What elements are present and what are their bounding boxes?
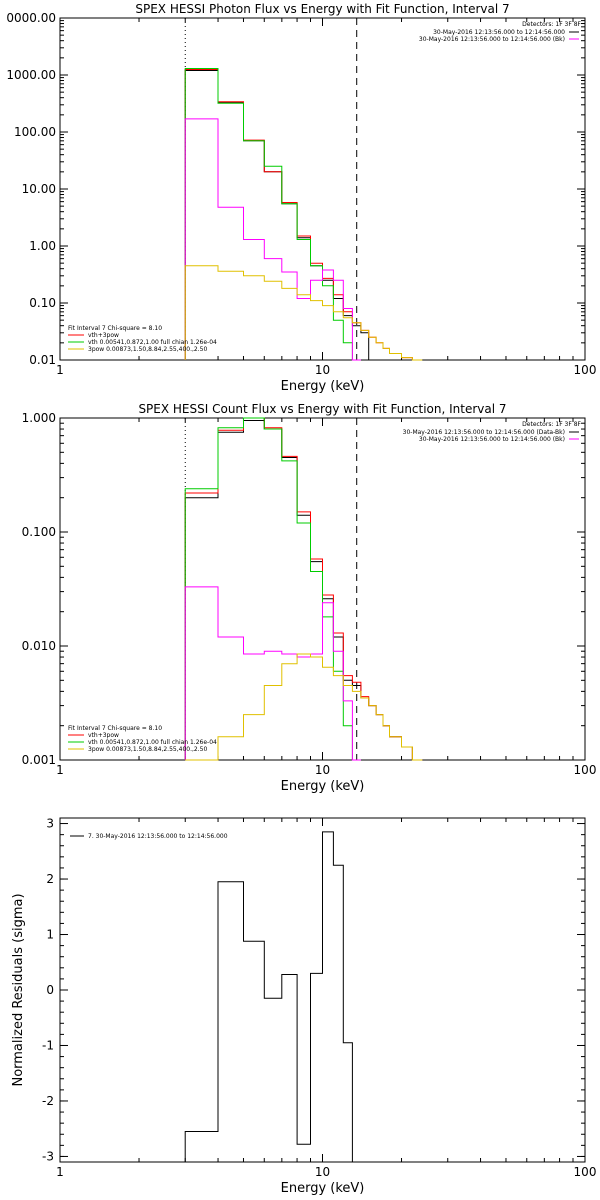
y-tick-label: 0.001 — [22, 753, 56, 767]
legend-right-entry: 30-May-2016 12:13:56.000 to 12:14:56.000… — [419, 36, 565, 43]
legend-left-entry: vth 0.00541,0.872,1.00 full chian 1.26e-… — [88, 339, 217, 346]
x-tick-label: 1 — [56, 363, 64, 377]
x-axis-label: Energy (keV) — [281, 379, 365, 394]
y-tick-label: 1000.00 — [6, 68, 56, 82]
legend-left-entry: vth 0.00541,0.872,1.00 full chian 1.26e-… — [88, 739, 217, 746]
legend-left-entry: 3pow 0.00873,1.50,8.84,2.55,400.,2.50 — [88, 346, 207, 353]
chart-title: SPEX HESSI Photon Flux vs Energy with Fi… — [135, 2, 509, 16]
series-line-data-0 — [184, 70, 370, 360]
detectors-label: Detectors: 1F 3F 8F — [522, 21, 581, 28]
series-line-3pow — [185, 653, 423, 761]
chart-panel-3 — [59, 817, 586, 1163]
detectors-label: Detectors: 1F 3F 8F — [522, 421, 581, 428]
legend-left-entry: vth+3pow — [88, 732, 119, 739]
series-line-data-0 — [184, 420, 423, 761]
series-line-Bk — [184, 586, 361, 761]
x-tick-label: 1 — [56, 1165, 64, 1179]
y-tick-label: 3 — [46, 817, 54, 831]
series-line-vth+3pow — [184, 417, 423, 761]
series-line-Bk — [184, 118, 361, 361]
x-tick-label: 100 — [574, 363, 597, 377]
x-tick-label: 100 — [574, 1165, 597, 1179]
y-tick-label: 0.010 — [22, 639, 56, 653]
y-tick-label: 2 — [46, 872, 54, 886]
legend-left-entry: 3pow 0.00873,1.50,8.84,2.55,400.,2.50 — [88, 746, 207, 753]
y-tick-label: -1 — [42, 1038, 54, 1052]
legend-left-entry: Fit Interval 7 Chi-square = 8.10 — [68, 725, 162, 732]
y-tick-label: 0 — [46, 983, 54, 997]
series-line-3pow — [184, 265, 423, 361]
y-tick-label: 0000.00 — [6, 11, 56, 25]
y-axis-label: Normalized Residuals (sigma) — [11, 893, 26, 1086]
legend-entry: 7. 30-May-2016 12:13:56.000 to 12:14:56.… — [88, 833, 228, 840]
chart-title: SPEX HESSI Count Flux vs Energy with Fit… — [138, 402, 506, 416]
y-tick-label: 0.01 — [29, 353, 56, 367]
y-tick-label: 1.00 — [29, 239, 56, 253]
legend-right-entry: 30-May-2016 12:13:56.000 to 12:14:56.000… — [419, 436, 565, 443]
y-tick-label: -3 — [42, 1149, 54, 1163]
y-tick-label: 0.10 — [29, 296, 56, 310]
legend-left-entry: vth+3pow — [88, 332, 119, 339]
y-tick-label: 1.000 — [22, 411, 56, 425]
y-tick-label: 100.00 — [14, 125, 56, 139]
legend-left-entry: Fit Interval 7 Chi-square = 8.10 — [68, 325, 162, 332]
legend-right-entry: 30-May-2016 12:13:56.000 to 12:14:56.000 — [433, 29, 565, 36]
series-line-vth+3pow — [184, 69, 413, 360]
plot-frame — [59, 17, 586, 361]
y-tick-label: -2 — [42, 1094, 54, 1108]
x-tick-label: 100 — [574, 763, 597, 777]
x-tick-label: 10 — [315, 363, 330, 377]
series-line-vth — [184, 68, 361, 361]
series-line-data-0 — [184, 831, 353, 1162]
legend-right-entry: 30-May-2016 12:13:56.000 to 12:14:56.000… — [403, 429, 565, 436]
y-tick-label: 1 — [46, 928, 54, 942]
y-tick-label: 10.00 — [22, 182, 56, 196]
series-line-vth — [184, 417, 361, 761]
x-axis-label: Energy (keV) — [281, 779, 365, 794]
x-axis-label: Energy (keV) — [281, 1181, 365, 1196]
y-tick-label: 0.100 — [22, 525, 56, 539]
x-tick-label: 1 — [56, 763, 64, 777]
chart-panel-1 — [59, 17, 586, 361]
chart-panel-2 — [59, 417, 586, 761]
x-tick-label: 10 — [315, 763, 330, 777]
x-tick-label: 10 — [315, 1165, 330, 1179]
